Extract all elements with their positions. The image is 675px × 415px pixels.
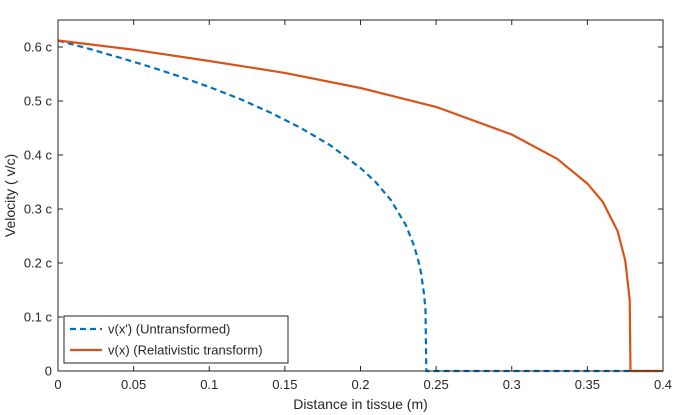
x-tick-label: 0.05 (121, 377, 146, 392)
x-tick-label: 0.25 (423, 377, 448, 392)
y-tick-label: 0.2 c (24, 256, 53, 271)
y-tick-label: 0.6 c (24, 40, 53, 55)
y-tick-label: 0 (45, 364, 52, 379)
x-tick-label: 0.3 (503, 377, 521, 392)
y-tick-label: 0.5 c (24, 94, 53, 109)
x-tick-label: 0.15 (272, 377, 297, 392)
x-tick-label: 0.35 (575, 377, 600, 392)
legend-label-2: v(x) (Relativistic transform) (108, 343, 263, 358)
x-tick-label: 0 (54, 377, 61, 392)
y-axis-label: Velocity ( v/c) (2, 154, 18, 237)
x-axis-label: Distance in tissue (m) (293, 396, 428, 412)
legend-box (63, 315, 289, 364)
x-tick-label: 0.1 (200, 377, 218, 392)
y-tick-label: 0.1 c (24, 310, 53, 325)
y-tick-label: 0.4 c (24, 148, 53, 163)
legend: v(x') (Untransformed) v(x) (Relativistic … (63, 315, 289, 364)
legend-label-1: v(x') (Untransformed) (108, 322, 230, 337)
y-tick-label: 0.3 c (24, 202, 53, 217)
x-tick-label: 0.4 (654, 377, 672, 392)
y-axis: 0 0.1 c 0.2 c 0.3 c 0.4 c 0.5 c 0.6 c (24, 40, 663, 379)
x-axis: 0 0.05 0.1 0.15 0.2 0.25 0.3 0.35 0.4 (54, 20, 672, 392)
x-tick-label: 0.2 (351, 377, 369, 392)
